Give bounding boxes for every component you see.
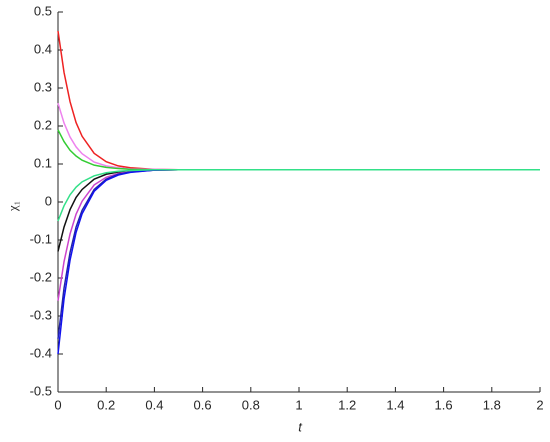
y-tick-label: 0.1 (34, 155, 52, 170)
y-tick-label: -0.1 (30, 231, 52, 246)
y-tick-label: 0.4 (34, 41, 52, 56)
series-line (57, 30, 540, 171)
x-tick-label: 1.8 (483, 397, 501, 412)
y-tick-label: -0.3 (30, 307, 52, 322)
series-line (57, 168, 540, 252)
series-line (57, 129, 540, 171)
y-tick-label: 0.2 (34, 117, 52, 132)
x-tick-label: 1 (295, 397, 302, 412)
x-tick-label: 1.2 (338, 397, 356, 412)
x-tick-label: 0.8 (242, 397, 260, 412)
y-tick-label: 0.3 (34, 79, 52, 94)
y-axis-label: χ₁ (5, 201, 20, 212)
x-tick-label: 1.6 (435, 397, 453, 412)
series-line (57, 168, 540, 222)
series-line (57, 102, 540, 171)
x-tick-label: 0.2 (97, 397, 115, 412)
series-line (57, 168, 540, 339)
y-tick-label: -0.4 (30, 345, 52, 360)
x-tick-label: 0.4 (145, 397, 163, 412)
y-tick-label: -0.2 (30, 269, 52, 284)
x-tick-label: 0.6 (194, 397, 212, 412)
series-line (57, 168, 540, 301)
series-line (57, 168, 540, 355)
y-tick-label: -0.5 (30, 383, 52, 398)
y-tick-label: 0 (45, 193, 52, 208)
x-axis-label: t (298, 419, 303, 434)
x-tick-label: 2 (536, 397, 543, 412)
x-tick-label: 0 (54, 397, 61, 412)
x-tick-label: 1.4 (386, 397, 404, 412)
y-tick-label: 0.5 (34, 3, 52, 18)
